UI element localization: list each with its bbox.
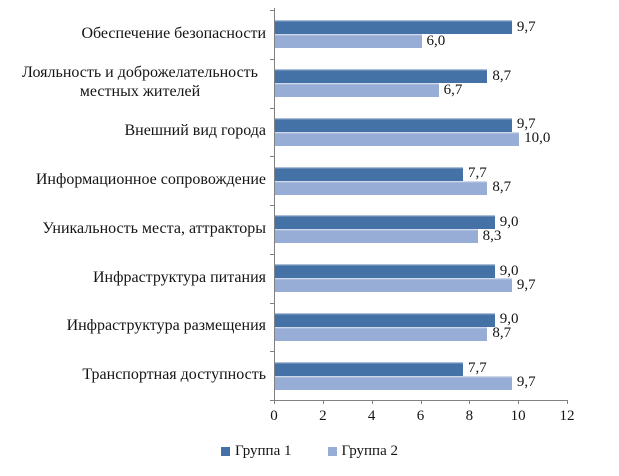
- bar-group1: [275, 69, 488, 84]
- value-label: 9,0: [499, 311, 519, 328]
- x-axis-tick-label: 10: [510, 408, 526, 424]
- category-label-text: Информационное сопровождение: [35, 171, 266, 189]
- value-label: 6,7: [443, 81, 463, 98]
- category-label-text: Лояльность и доброжелательность местных …: [22, 64, 258, 101]
- x-axis-tick-label: 4: [367, 408, 376, 424]
- value-label: 8,7: [492, 67, 512, 84]
- y-axis-line: [274, 8, 275, 401]
- category-label-text: Инфраструктура питания: [92, 268, 266, 286]
- bar-group1: [275, 166, 463, 181]
- value-label: 9,0: [499, 262, 519, 279]
- x-axis-tick: [567, 400, 568, 404]
- value-label: 8,7: [492, 179, 512, 196]
- bar-group1: [275, 117, 512, 132]
- legend-swatch-group1-icon: [221, 447, 230, 456]
- bar-group1: [275, 215, 495, 230]
- x-axis-tick: [274, 400, 275, 404]
- category-label-text: Уникальность места, аттракторы: [42, 219, 266, 237]
- value-label: 10,0: [524, 130, 551, 147]
- bar-group2: [275, 180, 488, 195]
- x-axis-tick: [420, 400, 422, 404]
- value-label: 9,7: [516, 18, 536, 35]
- value-label: 9,7: [516, 116, 536, 133]
- legend-item-group2: Группа 2: [327, 443, 399, 460]
- y-axis-tick: [270, 400, 274, 401]
- y-axis-tick: [270, 59, 274, 60]
- legend-label-group1: Группа 1: [235, 443, 292, 459]
- category-label: Лояльность и доброжелательность местных …: [0, 59, 266, 108]
- y-axis-tick: [270, 108, 274, 109]
- value-label: 7,7: [468, 360, 487, 377]
- value-label: 8,3: [482, 227, 502, 244]
- x-axis-tick: [469, 400, 471, 404]
- y-axis-tick: [270, 303, 274, 304]
- x-axis-tick: [322, 400, 324, 404]
- x-axis-tick: [371, 400, 373, 404]
- value-label: 9,7: [516, 276, 536, 293]
- x-axis-tick-label: 0: [270, 408, 278, 424]
- y-axis-tick: [270, 156, 274, 157]
- bar-group2: [275, 326, 488, 341]
- bar-group2: [275, 34, 422, 49]
- x-axis-tick-label: 12: [559, 408, 575, 424]
- x-axis-tick-label: 6: [416, 408, 425, 424]
- category-label: Уникальность места, аттракторы: [0, 205, 266, 254]
- value-label: 8,7: [492, 325, 512, 342]
- category-label: Инфраструктура питания: [0, 254, 266, 303]
- category-label: Инфраструктура размещения: [0, 303, 266, 352]
- y-axis-tick: [270, 10, 274, 11]
- x-axis-tick: [518, 400, 520, 404]
- legend-label-group2: Группа 2: [341, 443, 399, 459]
- value-label: 6,0: [426, 32, 446, 49]
- bar-group1: [275, 264, 495, 279]
- bar-group1: [275, 361, 463, 376]
- x-axis-tick-label: 2: [319, 408, 327, 424]
- y-axis-tick: [270, 254, 274, 255]
- category-label: Обеспечение безопасности: [0, 10, 266, 59]
- bar-group2: [275, 131, 520, 146]
- bar-group2: [275, 229, 478, 244]
- bar-group2: [275, 278, 512, 293]
- bar-group2: [275, 83, 439, 98]
- y-axis-tick: [270, 205, 274, 206]
- bar-group1: [275, 312, 495, 327]
- value-label: 9,7: [516, 374, 536, 391]
- legend: Группа 1 Группа 2: [0, 443, 619, 460]
- bar-group1: [275, 20, 512, 35]
- x-axis-tick-label: 8: [465, 408, 474, 424]
- category-label: Транспортная доступность: [0, 351, 266, 400]
- legend-item-group1: Группа 1: [221, 443, 292, 460]
- value-label: 9,0: [499, 213, 519, 230]
- bar-group2: [275, 375, 512, 390]
- legend-swatch-group2-icon: [327, 447, 337, 456]
- category-label-text: Обеспечение безопасности: [81, 24, 266, 42]
- value-label: 7,7: [468, 165, 487, 182]
- category-label-text: Внешний вид города: [124, 122, 266, 140]
- category-label: Внешний вид города: [0, 108, 266, 157]
- category-label: Информационное сопровождение: [0, 156, 266, 205]
- category-label-text: Инфраструктура размещения: [66, 317, 266, 335]
- y-axis-tick: [270, 351, 274, 352]
- category-label-text: Транспортная доступность: [82, 366, 266, 384]
